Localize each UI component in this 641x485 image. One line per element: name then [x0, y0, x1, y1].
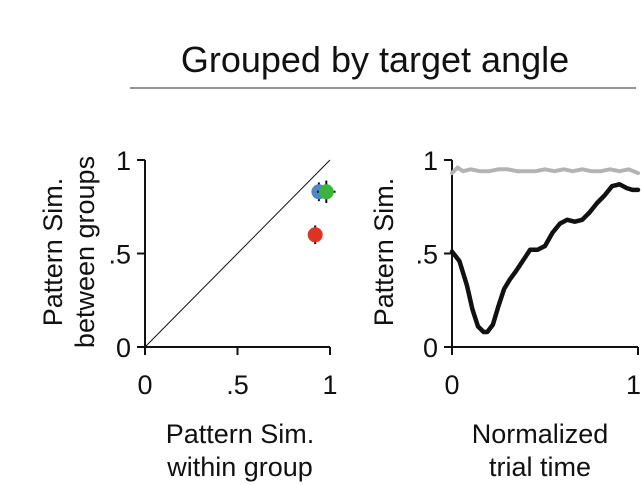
y-tick-label: 0	[116, 333, 131, 363]
x-axis-label: trial time	[489, 452, 591, 482]
data-point	[307, 227, 323, 243]
y-axis-label: between groups	[70, 156, 100, 348]
y-tick-label: .5	[415, 240, 438, 270]
x-tick-label: .5	[226, 370, 249, 400]
series-line	[450, 165, 640, 176]
y-tick-label: 1	[423, 146, 438, 176]
identity-line	[144, 159, 331, 348]
y-axis-label: Pattern Sim.	[38, 178, 68, 327]
y-tick-label: .5	[108, 240, 131, 270]
x-axis-label: Pattern Sim.	[166, 419, 315, 449]
x-tick-label: 1	[626, 370, 641, 400]
x-axis-label: within group	[166, 452, 313, 482]
y-tick-label: 1	[116, 146, 131, 176]
x-tick-label: 0	[444, 370, 459, 400]
data-point	[318, 184, 334, 200]
x-axis-label: Normalized	[472, 419, 609, 449]
y-tick-label: 0	[423, 333, 438, 363]
y-axis-label: Pattern Sim.	[369, 178, 399, 327]
x-tick-label: 1	[322, 370, 337, 400]
figure-title: Grouped by target angle	[181, 39, 569, 80]
series-line	[449, 182, 641, 335]
x-tick-label: 0	[137, 370, 152, 400]
